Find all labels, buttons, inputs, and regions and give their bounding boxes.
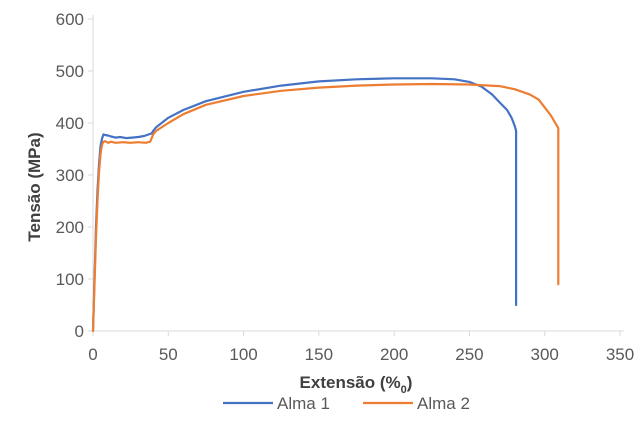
x-tick-label: 100 <box>229 345 257 364</box>
y-tick-label: 200 <box>56 218 84 237</box>
x-tick-label: 0 <box>88 345 97 364</box>
x-tick-label: 250 <box>455 345 483 364</box>
x-tick-label: 350 <box>606 345 634 364</box>
y-tick-label: 100 <box>56 270 84 289</box>
legend-label-2: Alma 2 <box>417 394 470 413</box>
y-axis-title: Tensão (MPa) <box>25 132 44 241</box>
x-tick-label: 200 <box>380 345 408 364</box>
series-line-2 <box>91 82 560 333</box>
legend: Alma 1 Alma 2 <box>223 394 470 413</box>
series-line-1 <box>91 77 518 333</box>
y-axis: 0 100 200 300 400 500 600 <box>56 10 94 341</box>
x-tick-label: 300 <box>531 345 559 364</box>
x-axis-title: Extensão (%0) <box>300 373 413 396</box>
y-tick-label: 0 <box>75 322 84 341</box>
y-tick-label: 500 <box>56 62 84 81</box>
y-tick-label: 300 <box>56 166 84 185</box>
y-tick-label: 400 <box>56 114 84 133</box>
series-layer <box>91 77 560 333</box>
x-tick-label: 150 <box>305 345 333 364</box>
x-axis: 0 50 100 150 200 250 300 350 <box>88 330 634 364</box>
y-tick-label: 600 <box>56 10 84 29</box>
legend-label-1: Alma 1 <box>277 394 330 413</box>
x-tick-label: 50 <box>159 345 178 364</box>
